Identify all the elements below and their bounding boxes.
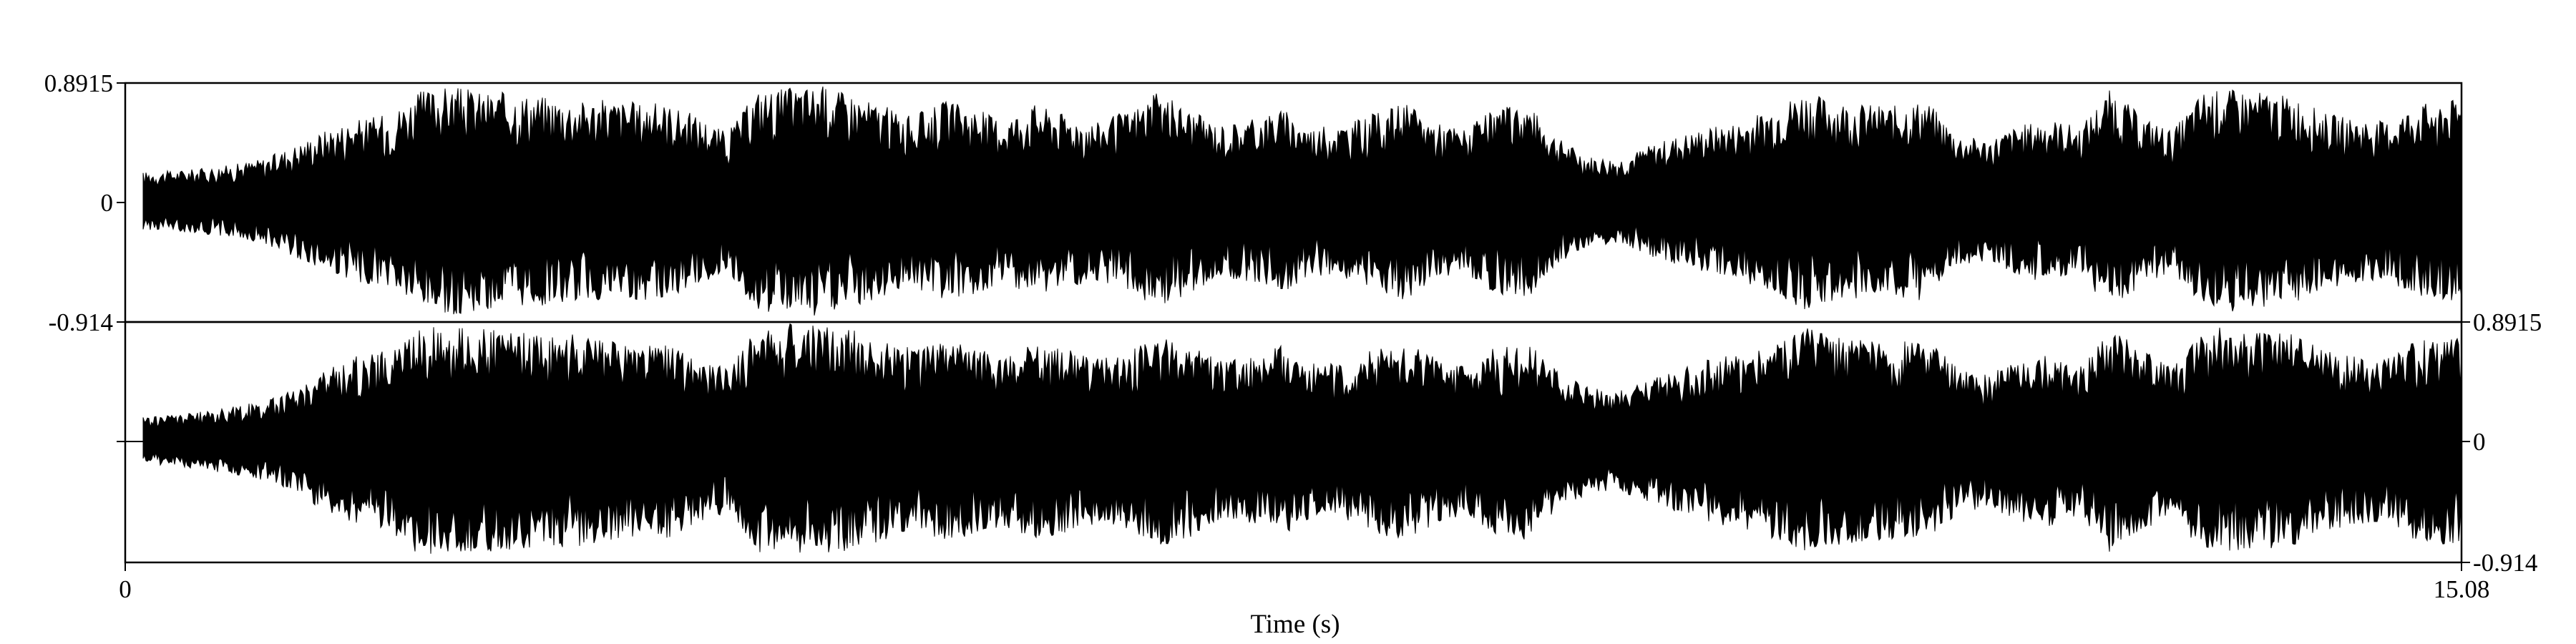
channel-1-ytick-label-top: 0.8915: [44, 69, 113, 97]
channel-2: 0.8915 0 -0.914: [117, 308, 2542, 577]
channel-1: 0.8915 0 -0.914: [44, 69, 2463, 336]
xtick-label-end: 15.08: [2434, 575, 2490, 603]
x-axis-title: Time (s): [1250, 610, 1340, 639]
channel-1-ytick-label-zero: 0: [101, 189, 114, 217]
channel-2-ytick-label-zero: 0: [2473, 428, 2486, 456]
xtick-label-start: 0: [119, 575, 132, 603]
channel-1-ytick-label-bottom: -0.914: [49, 308, 113, 336]
x-axis: 0 15.08 Time (s): [119, 562, 2489, 639]
channel-2-ytick-label-top: 0.8915: [2473, 308, 2542, 336]
channel-2-ytick-label-bottom: -0.914: [2473, 549, 2537, 577]
